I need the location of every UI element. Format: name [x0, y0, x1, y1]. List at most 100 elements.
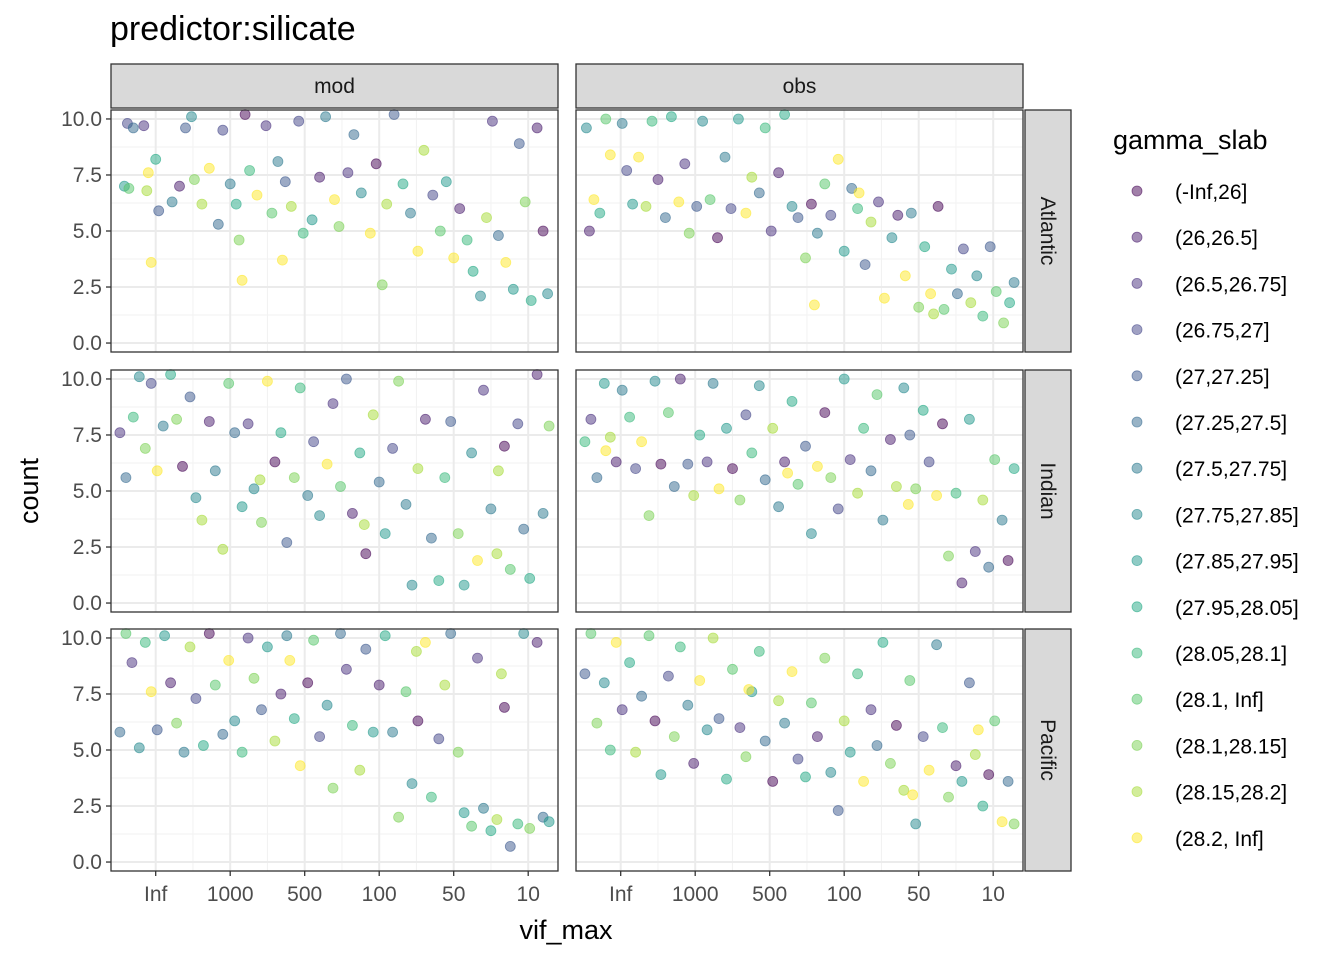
- data-point: [786, 666, 798, 677]
- data-point: [655, 769, 667, 780]
- data-point: [439, 679, 451, 691]
- data-point: [905, 207, 917, 219]
- data-point: [964, 413, 975, 425]
- data-point: [513, 138, 525, 150]
- data-point: [177, 460, 188, 472]
- data-point: [531, 122, 543, 134]
- legend-item: (27.25,27.5]: [1131, 412, 1287, 435]
- data-point: [610, 456, 622, 468]
- data-point: [393, 375, 405, 387]
- data-point: [142, 167, 154, 179]
- data-point: [495, 668, 507, 680]
- legend-key: [1131, 786, 1143, 797]
- data-point: [335, 628, 346, 639]
- data-point: [885, 434, 896, 445]
- data-point: [507, 283, 519, 295]
- legend-label: (-Inf,26]: [1175, 181, 1247, 204]
- data-point: [792, 478, 804, 490]
- x-tick-label: 1000: [672, 883, 719, 906]
- data-point: [308, 436, 320, 448]
- data-point: [126, 657, 138, 668]
- data-point: [531, 369, 543, 380]
- data-point: [251, 189, 263, 201]
- data-point: [707, 632, 719, 644]
- data-point: [598, 377, 610, 389]
- legend-item: (27,27.25]: [1131, 366, 1270, 389]
- data-point: [412, 463, 424, 475]
- y-tick-label: 0.0: [73, 592, 102, 615]
- data-point: [223, 655, 235, 666]
- data-point: [624, 657, 635, 668]
- data-point: [636, 436, 647, 448]
- data-point: [165, 369, 177, 380]
- data-point: [746, 447, 758, 459]
- data-point: [150, 153, 162, 165]
- data-point: [120, 472, 132, 484]
- data-point: [649, 375, 661, 387]
- legend-item: (27.5,27.75]: [1131, 458, 1287, 481]
- panel-atlantic-mod: 0.0 2.5 5.0 7.5 10.0 mod: [61, 63, 559, 355]
- data-point: [871, 389, 883, 401]
- legend-item: (26.5,26.75]: [1131, 273, 1287, 296]
- data-point: [478, 802, 489, 814]
- facet-strip-label: mod: [314, 75, 355, 98]
- data-point: [983, 769, 995, 780]
- data-point: [209, 465, 221, 477]
- data-point: [223, 377, 235, 389]
- data-point: [281, 630, 293, 642]
- data-point: [381, 198, 393, 210]
- data-point: [1004, 297, 1015, 309]
- data-point: [512, 818, 524, 830]
- legend-label: (28.1, Inf]: [1175, 689, 1264, 712]
- data-point: [518, 628, 530, 639]
- data-point: [806, 697, 817, 709]
- data-point: [400, 686, 412, 698]
- data-point: [448, 252, 460, 264]
- data-point: [885, 758, 896, 769]
- data-point: [452, 528, 464, 539]
- data-point: [354, 447, 366, 459]
- y-tick-label: 5.0: [73, 480, 102, 503]
- data-point: [358, 519, 370, 530]
- legend-item: (28.15,28.2]: [1131, 782, 1287, 805]
- data-point: [418, 144, 430, 156]
- data-point: [203, 628, 215, 639]
- x-axis-label: vif_max: [519, 915, 613, 945]
- data-point: [853, 187, 865, 199]
- data-point: [773, 695, 784, 707]
- data-point: [977, 494, 989, 506]
- legend-key: [1131, 832, 1143, 844]
- data-point: [753, 646, 765, 657]
- y-tick-label: 2.5: [73, 276, 102, 299]
- data-point: [239, 109, 251, 120]
- data-point: [825, 472, 837, 484]
- data-point: [660, 212, 671, 224]
- data-point: [340, 373, 352, 385]
- facet-panels: 0.0 2.5 5.0 7.5 10.0 mod obs Atlantic 0.0 2.5 5.0 7…: [61, 63, 1072, 906]
- data-point: [812, 731, 823, 742]
- data-point: [636, 690, 647, 702]
- panel-atlantic-obs: obs Atlantic: [575, 63, 1072, 353]
- data-point: [269, 456, 281, 468]
- data-point: [184, 391, 196, 403]
- panel-border: [575, 369, 1024, 613]
- panel-pacific-obs: Inf 1000 500 100 50 10 Pacific: [575, 628, 1072, 906]
- data-point: [832, 503, 844, 515]
- data-point: [174, 180, 185, 192]
- data-point: [753, 380, 765, 392]
- x-tick-label: 1000: [207, 883, 254, 906]
- y-axis-label: count: [14, 457, 44, 524]
- data-point: [865, 704, 877, 716]
- data-point: [925, 288, 936, 300]
- legend-key: [1131, 277, 1143, 289]
- data-point: [712, 232, 723, 244]
- data-point: [180, 122, 191, 134]
- data-point: [348, 129, 360, 141]
- data-point: [236, 274, 248, 286]
- data-point: [852, 487, 863, 499]
- data-point: [984, 241, 996, 253]
- legend-key: [1131, 462, 1143, 474]
- data-point: [792, 753, 804, 765]
- data-point: [663, 670, 674, 682]
- data-point: [346, 720, 358, 731]
